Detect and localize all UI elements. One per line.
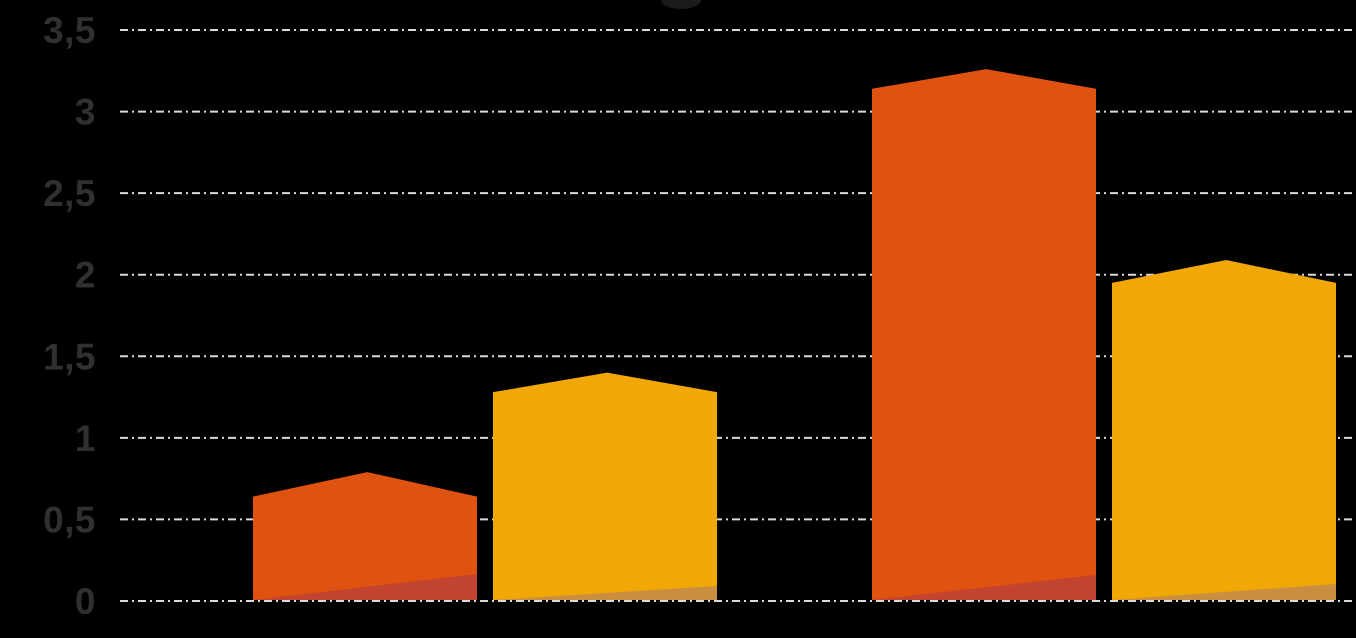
bar-base-shadow-yellow [493,586,717,600]
y-axis-tick-label: 3 [75,92,96,133]
y-axis-tick-label: 0,5 [43,499,96,540]
bar-group2-orange [872,69,1096,601]
bar-base-shadow-orange [872,575,1096,600]
y-axis-tick-label: 0 [75,581,96,622]
y-axis-tick-label: 2 [75,255,96,296]
bar-group2-yellow [1112,260,1336,600]
bar-base-shadow-orange [253,574,477,600]
bar-base-shadow-yellow [1112,584,1336,600]
bar-group1-orange [253,472,477,600]
y-axis-tick-label: 1,5 [43,336,96,377]
y-axis-tick-label: 2,5 [43,173,96,214]
y-axis-tick-label: 1 [75,418,96,459]
bars-layer [253,69,1336,601]
clipped-title-glyph-remnant [661,0,701,9]
y-axis-labels: 3,5 3 2,5 2 1,5 1 0,5 0 [43,10,96,622]
y-axis-tick-label: 3,5 [43,10,96,51]
bar-group1-yellow [493,372,717,600]
